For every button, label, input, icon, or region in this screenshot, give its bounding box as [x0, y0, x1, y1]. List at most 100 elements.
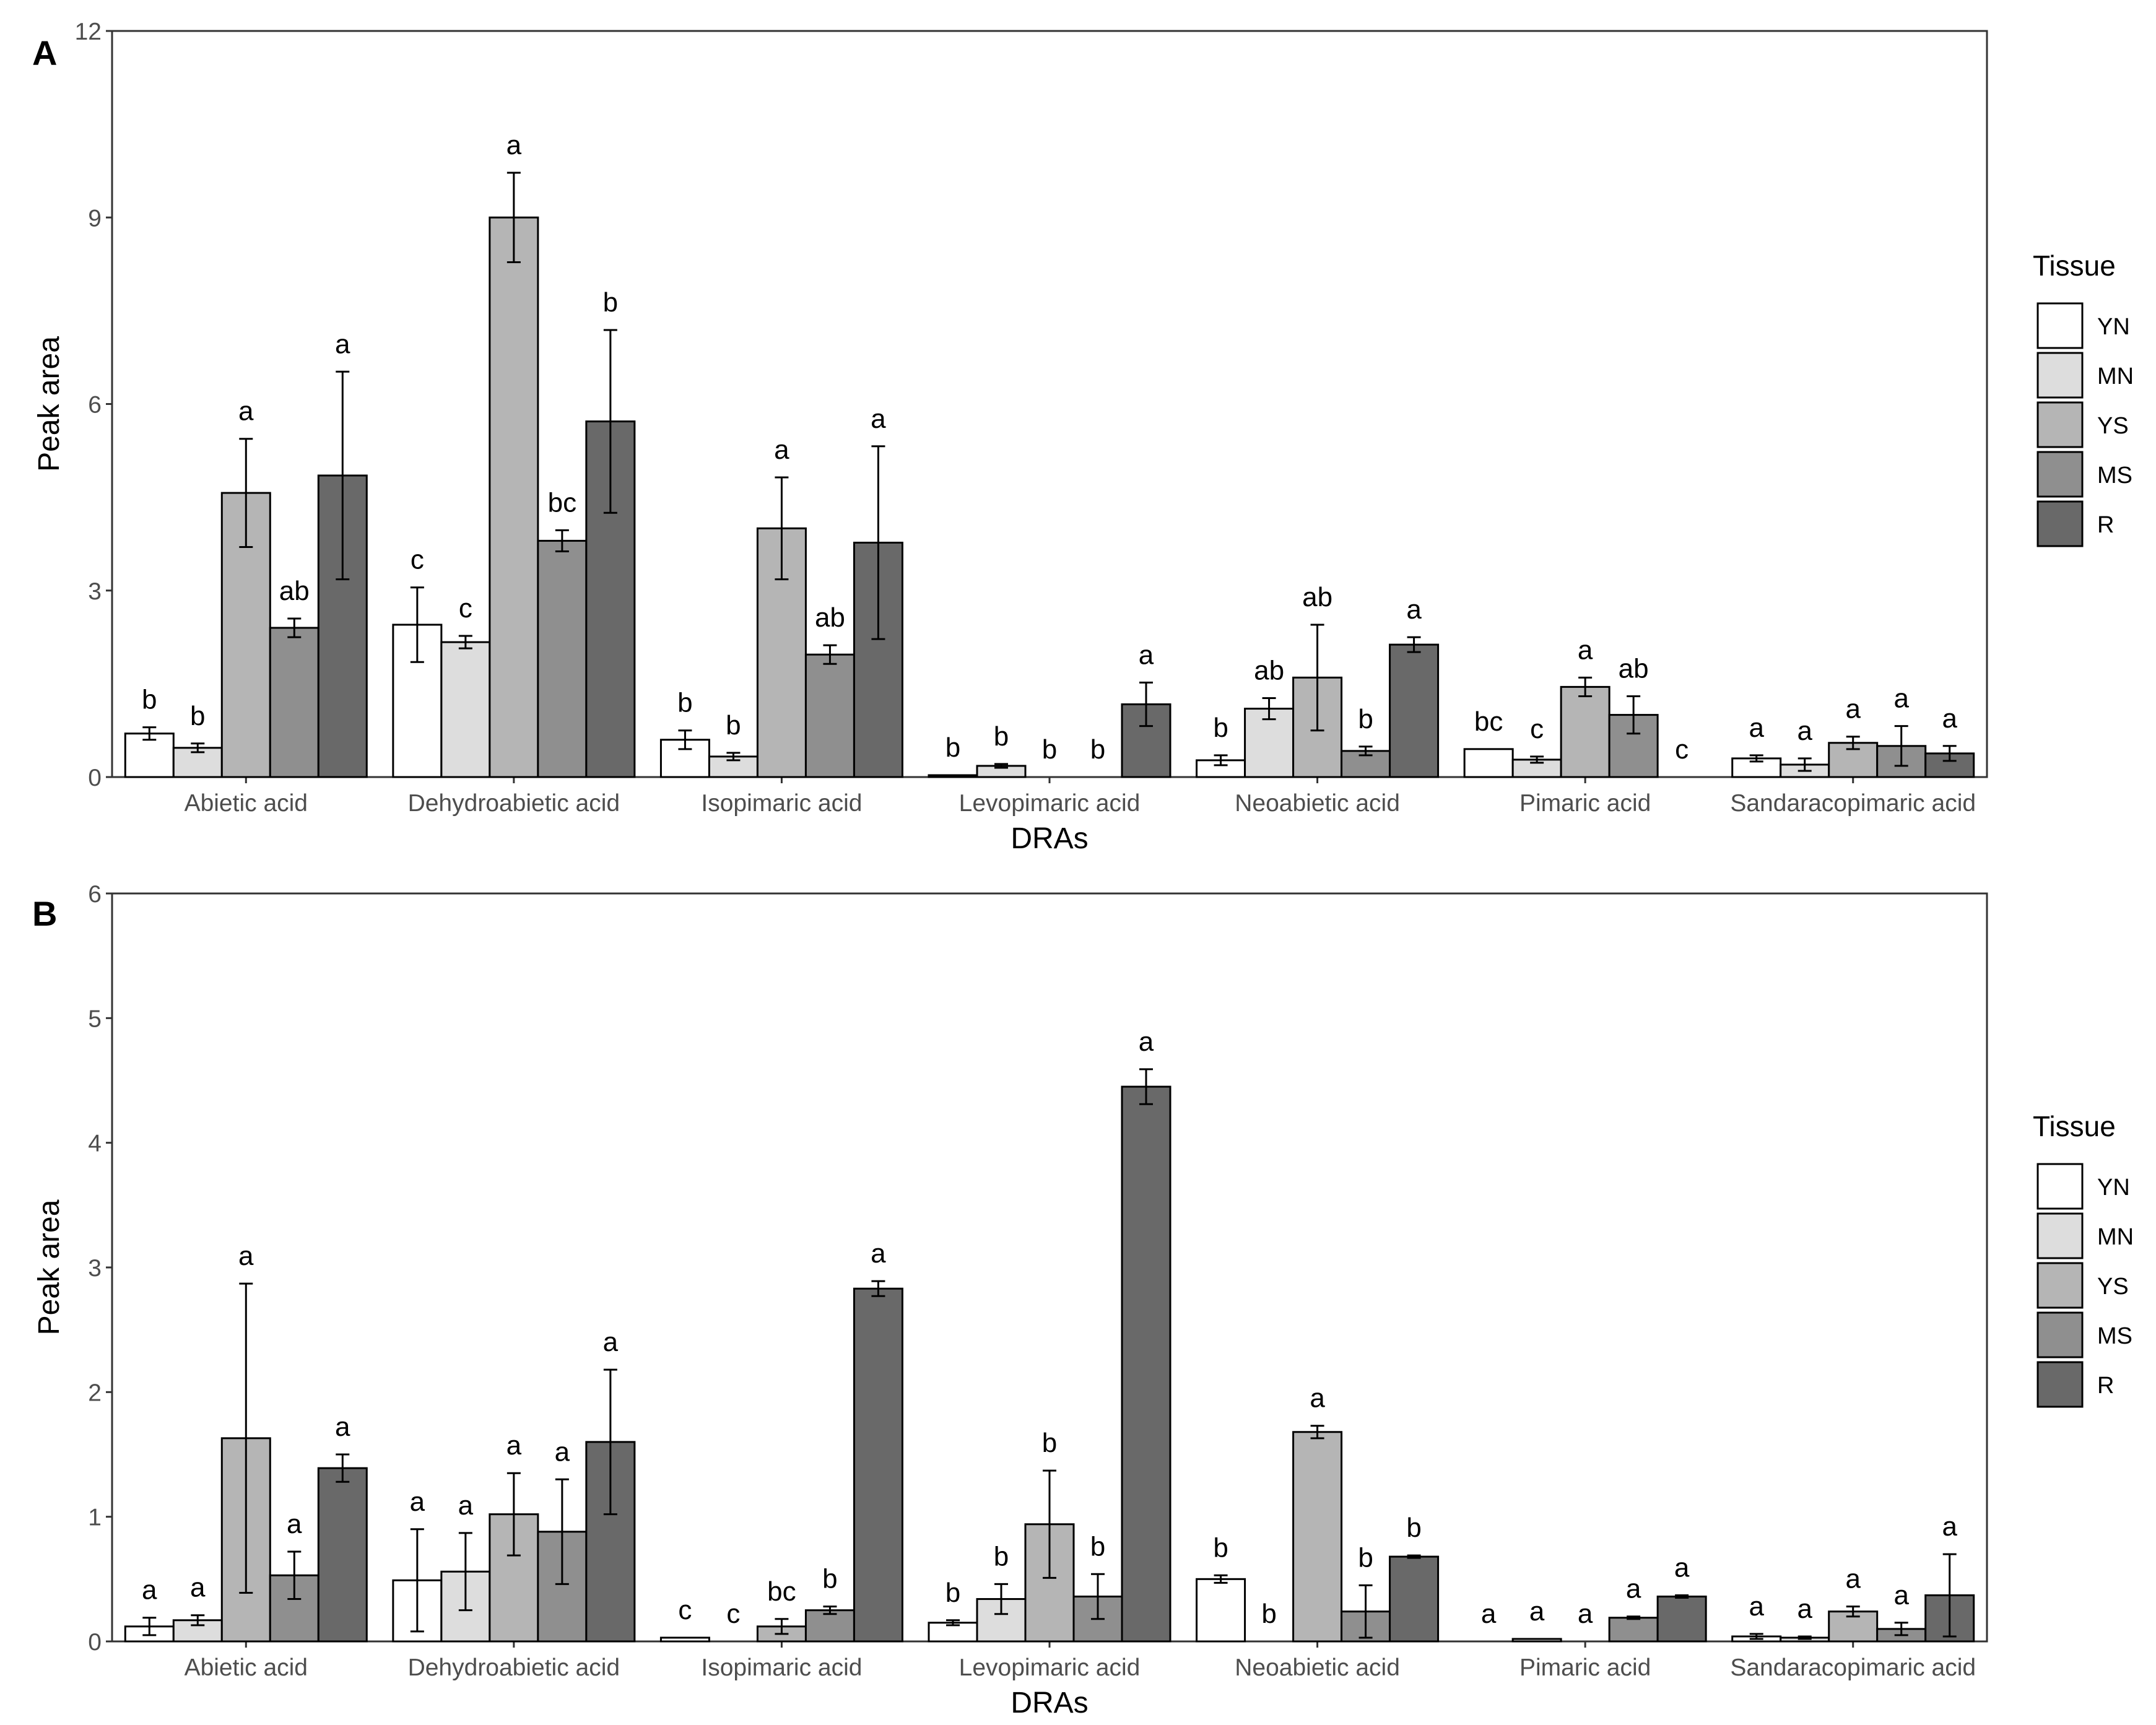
- y-tick-label: 6: [88, 881, 102, 908]
- legend-key-ms: [2036, 451, 2084, 498]
- bar-r: [1121, 1085, 1171, 1643]
- y-tick-label: 0: [88, 1629, 102, 1656]
- significance-label: b: [994, 1541, 1009, 1571]
- significance-label: b: [603, 287, 618, 318]
- significance-label: a: [1139, 640, 1154, 670]
- significance-label: b: [1090, 734, 1105, 765]
- legend-key-mn: [2036, 352, 2084, 399]
- significance-label: a: [1942, 1511, 1957, 1542]
- significance-label: a: [410, 1487, 425, 1517]
- significance-label: a: [1845, 1564, 1861, 1594]
- significance-label: a: [238, 396, 254, 427]
- significance-label: a: [1674, 1553, 1690, 1583]
- significance-label: a: [1139, 1027, 1154, 1057]
- bar-yn: [659, 1636, 710, 1643]
- bar-ms: [537, 539, 588, 778]
- bar-ms: [804, 653, 855, 778]
- significance-label: a: [1529, 1596, 1545, 1627]
- significance-label: a: [1406, 594, 1422, 625]
- significance-label: b: [142, 685, 157, 715]
- legend-title: Tissue: [2033, 250, 2116, 282]
- x-tick-label: Levopimaric acid: [959, 1654, 1141, 1681]
- significance-label: a: [1578, 1599, 1593, 1629]
- panel-label: A: [32, 33, 57, 72]
- significance-label: a: [1578, 635, 1593, 665]
- bar-ms: [1608, 1617, 1659, 1643]
- legend-label: MS: [2097, 463, 2132, 489]
- legend-label: R: [2097, 1373, 2114, 1399]
- significance-label: a: [871, 1238, 886, 1269]
- significance-label: a: [1845, 694, 1861, 724]
- significance-label: a: [287, 1509, 302, 1539]
- legend-label: YS: [2097, 413, 2129, 439]
- significance-label: b: [1090, 1531, 1105, 1562]
- significance-label: a: [1893, 1580, 1909, 1610]
- bar-r: [1389, 1555, 1440, 1643]
- bar-r: [317, 1467, 368, 1643]
- significance-label: a: [774, 435, 789, 465]
- y-tick-label: 3: [88, 578, 102, 605]
- significance-label: b: [677, 688, 692, 718]
- significance-label: a: [1893, 684, 1909, 714]
- legend-key-ms: [2036, 1311, 2084, 1358]
- significance-label: b: [945, 1578, 960, 1608]
- significance-label: ab: [279, 576, 310, 606]
- significance-label: b: [726, 710, 741, 741]
- x-tick-label: Isopimaric acid: [701, 1654, 862, 1681]
- x-tick-label: Isopimaric acid: [701, 790, 862, 817]
- legend-key-mn: [2036, 1212, 2084, 1259]
- bar-mn: [1511, 1638, 1562, 1643]
- x-tick-label: Neoabietic acid: [1235, 790, 1400, 817]
- significance-label: a: [1749, 713, 1764, 743]
- legend-key-r: [2036, 1361, 2084, 1408]
- significance-label: a: [1481, 1599, 1497, 1629]
- significance-label: c: [726, 1599, 740, 1629]
- significance-label: a: [1942, 703, 1957, 734]
- legend: Tissue YN MN YS MS R: [2033, 1110, 2134, 1408]
- x-tick-label: Sandaracopimaric acid: [1730, 1654, 1976, 1681]
- significance-label: b: [1358, 704, 1373, 734]
- y-tick-label: 0: [88, 765, 102, 791]
- significance-label: a: [1797, 716, 1812, 746]
- bar-yn: [928, 774, 978, 778]
- significance-label: a: [1797, 1594, 1812, 1624]
- significance-label: b: [190, 701, 205, 731]
- legend: Tissue YN MN YS MS R: [2033, 250, 2134, 547]
- significance-label: b: [994, 721, 1009, 752]
- legend-key-r: [2036, 500, 2084, 547]
- significance-label: c: [411, 545, 424, 575]
- bar-ys: [1560, 685, 1610, 778]
- legend-title: Tissue: [2033, 1110, 2116, 1142]
- significance-label: b: [822, 1564, 837, 1594]
- significance-label: c: [1675, 734, 1689, 765]
- bar-r: [853, 1287, 903, 1643]
- y-tick-label: 5: [88, 1006, 102, 1032]
- significance-label: a: [238, 1241, 254, 1271]
- legend-label: MN: [2097, 1224, 2134, 1250]
- legend-label: R: [2097, 512, 2114, 538]
- significance-label: c: [1530, 714, 1544, 744]
- significance-label: ab: [1619, 653, 1649, 684]
- significance-label: b: [1261, 1599, 1276, 1629]
- x-tick-label: Levopimaric acid: [959, 790, 1141, 817]
- x-tick-label: Abietic acid: [185, 790, 308, 817]
- significance-label: a: [1626, 1574, 1641, 1604]
- legend-label: YN: [2097, 1175, 2130, 1201]
- y-tick-label: 2: [88, 1380, 102, 1406]
- significance-label: b: [1406, 1513, 1421, 1543]
- significance-label: a: [142, 1575, 157, 1606]
- x-tick-label: Neoabietic acid: [1235, 1654, 1400, 1681]
- panel-label: B: [32, 894, 57, 933]
- significance-label: b: [1042, 734, 1057, 765]
- significance-label: b: [945, 732, 960, 763]
- bar-yn: [1196, 1578, 1246, 1643]
- bar-mn: [1511, 758, 1562, 778]
- bar-ms: [269, 627, 319, 778]
- significance-label: a: [335, 1412, 350, 1442]
- bar-r: [1389, 643, 1440, 778]
- significance-label: b: [1042, 1428, 1057, 1458]
- significance-label: ab: [1254, 655, 1284, 685]
- x-tick-label: Pimaric acid: [1519, 1654, 1651, 1681]
